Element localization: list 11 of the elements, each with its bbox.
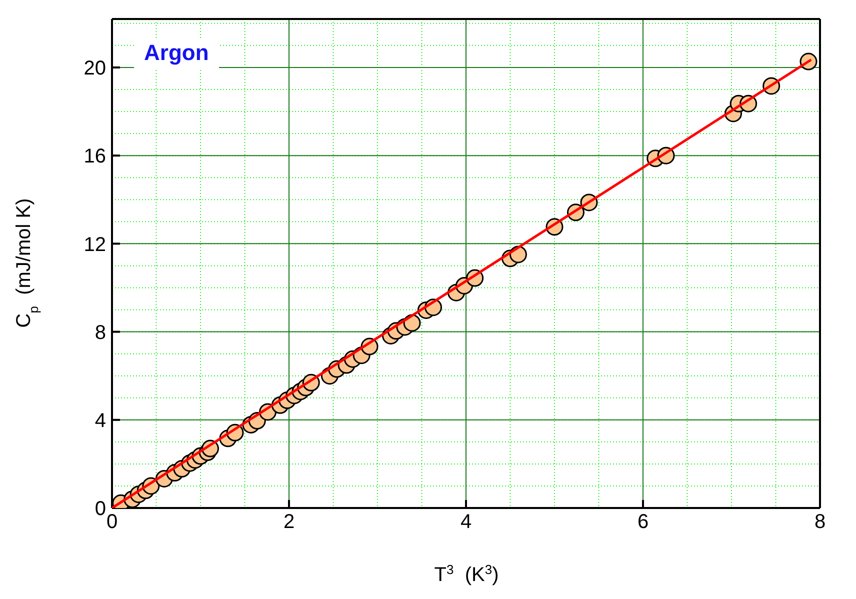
y-tick-label: 16 bbox=[84, 146, 106, 168]
x-tick-label: 4 bbox=[460, 511, 472, 534]
x-tick-label: 2 bbox=[283, 511, 295, 534]
y-tick-label: 12 bbox=[84, 234, 106, 256]
annotation: Argon bbox=[134, 38, 219, 68]
y-tick-label: 8 bbox=[94, 322, 106, 344]
y-tick-label: 4 bbox=[94, 410, 106, 432]
y-tick-label: 20 bbox=[84, 58, 106, 80]
x-tick-label: 6 bbox=[637, 511, 649, 534]
x-tick-label: 8 bbox=[814, 511, 826, 534]
x-axis-title: T$^{3}$ (K$^{3}$) bbox=[434, 562, 499, 586]
